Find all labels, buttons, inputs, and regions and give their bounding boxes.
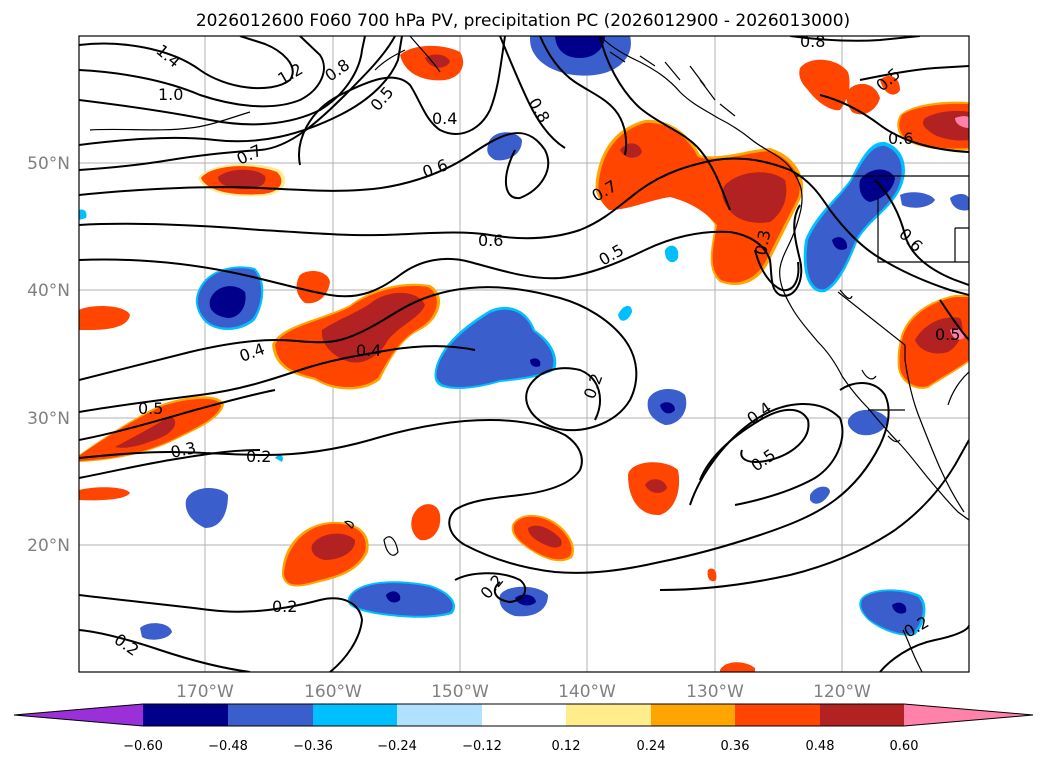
contour-label: 0.2 <box>580 371 607 401</box>
precip-negative-blob <box>195 266 264 330</box>
precip-negative-blob <box>859 589 926 636</box>
pv-contours <box>79 36 969 672</box>
precip-positive-blob <box>799 59 969 151</box>
contour-label: 1.4 <box>152 41 184 72</box>
map-frame <box>78 35 970 673</box>
colorbar-tick-label: −0.36 <box>293 739 333 754</box>
precip-negative-blob <box>618 245 679 321</box>
colorbar-tick-label: 0.60 <box>890 739 919 754</box>
contour-label: 1.0 <box>158 85 183 104</box>
colorbar-tick-label: −0.24 <box>377 739 417 754</box>
colorbar-segment <box>735 704 820 726</box>
contour-label: 0.8 <box>525 95 554 127</box>
precip-negative-blob <box>185 488 228 528</box>
colorbar-tick-label: 0.12 <box>552 739 581 754</box>
colorbar-ticks: −0.60 −0.48 −0.36 −0.24 −0.12 0.12 0.24 … <box>123 739 918 754</box>
precip-positive-blob <box>282 521 369 587</box>
precip-negative-blob <box>79 209 283 640</box>
contour-label: 0.5 <box>747 445 779 475</box>
colorbar-tick-label: 0.48 <box>806 739 835 754</box>
colorbar-segment <box>820 704 904 726</box>
colorbar-segment <box>904 704 1033 726</box>
colorbar-segment <box>397 704 482 726</box>
contour-label: 0.8 <box>800 32 825 51</box>
contour-label: 0.6 <box>888 129 913 148</box>
contour-label: 0.2 <box>111 630 143 660</box>
colorbar-tick-label: −0.12 <box>462 739 502 754</box>
contour-label: 0.6 <box>420 155 450 182</box>
colorbar-tick-label: 0.24 <box>637 739 666 754</box>
latitude-label: 50°N <box>27 154 70 174</box>
contour-label: 0.4 <box>356 341 381 360</box>
contour-label: 0.5 <box>596 240 628 269</box>
precip-positive-blob <box>511 514 575 562</box>
contour-label: 0.6 <box>478 231 503 250</box>
precip-negative-blob <box>647 388 687 425</box>
longitude-label: 140°W <box>558 682 616 702</box>
colorbar: −0.60 −0.48 −0.36 −0.24 −0.12 0.12 0.24 … <box>13 703 1034 754</box>
precip-negative-blob <box>530 36 631 76</box>
longitude-label: 170°W <box>176 682 234 702</box>
precip-positive-blob <box>272 283 441 390</box>
longitude-label: 150°W <box>431 682 489 702</box>
contour-label: 0.3 <box>751 228 774 256</box>
precip-negative-blob <box>900 192 969 211</box>
precip-negative-blob <box>434 306 557 389</box>
latitude-labels: 50°N 40°N 30°N 20°N <box>27 154 70 556</box>
colorbar-tick-label: −0.48 <box>208 739 248 754</box>
contour-label: 0.2 <box>272 597 297 616</box>
colorbar-tick-label: 0.36 <box>721 739 750 754</box>
latitude-label: 20°N <box>27 536 70 556</box>
contour-label: 0.8 <box>321 55 353 85</box>
negative-precip-anomalies <box>79 36 969 640</box>
colorbar-segment <box>143 704 228 726</box>
precip-positive-blob <box>720 662 755 672</box>
precip-negative-blob <box>847 409 888 436</box>
colorbar-segment <box>651 704 735 726</box>
precip-positive-blob <box>198 163 286 197</box>
latitude-label: 30°N <box>27 409 70 429</box>
contour-label: 0.5 <box>935 325 960 344</box>
longitude-labels: 170°W 160°W 150°W 140°W 130°W 120°W <box>176 682 871 702</box>
precip-negative-blob <box>810 486 830 504</box>
colorbar-segment <box>313 704 397 726</box>
colorbar-outline <box>13 703 1034 727</box>
longitude-label: 130°W <box>686 682 744 702</box>
colorbar-segment <box>228 704 313 726</box>
colorbar-tick-label: −0.60 <box>123 739 163 754</box>
contour-label: 0.5 <box>138 399 163 418</box>
precip-positive-blob <box>628 462 717 582</box>
precip-positive-blob <box>411 504 441 541</box>
precip-positive-blob <box>897 295 969 389</box>
longitude-label: 120°W <box>813 682 871 702</box>
contour-label: 0.6 <box>895 224 926 255</box>
colorbar-segment <box>566 704 651 726</box>
contour-label: 0.4 <box>432 109 457 128</box>
precip-positive-blob <box>79 270 330 330</box>
contour-label: 0.2 <box>246 447 271 466</box>
precip-positive-blob <box>400 45 464 81</box>
contour-label: 0.3 <box>169 438 198 462</box>
map-title: 2026012600 F060 700 hPa PV, precipitatio… <box>196 11 850 31</box>
colorbar-segment <box>482 704 566 726</box>
colorbar-segment <box>14 704 143 726</box>
latitude-label: 40°N <box>27 281 70 301</box>
longitude-label: 160°W <box>304 682 362 702</box>
precip-negative-blob <box>347 581 456 618</box>
map-area: 1.4 1.2 1.0 0.8 0.7 0.6 0.5 0.4 0.6 0.4 … <box>79 32 969 672</box>
contour-label: 1.2 <box>275 59 307 88</box>
contour-label: 0.5 <box>367 83 398 115</box>
precip-negative-blob <box>803 141 905 293</box>
